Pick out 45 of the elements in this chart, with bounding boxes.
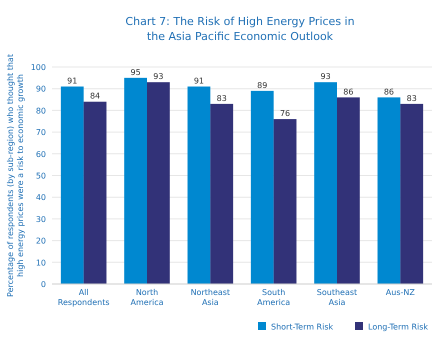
y-tick-label: 60 bbox=[36, 150, 46, 159]
data-label: 83 bbox=[216, 94, 227, 103]
bar bbox=[314, 82, 337, 284]
x-tick-label: Southeast Asia bbox=[316, 288, 358, 307]
x-tick-label: Aus-NZ bbox=[386, 288, 416, 297]
bar bbox=[60, 86, 84, 284]
y-tick-label: 0 bbox=[40, 280, 46, 289]
bar bbox=[274, 119, 296, 284]
y-tick-label: 10 bbox=[36, 258, 46, 268]
data-label: 89 bbox=[257, 80, 268, 90]
legend-label: Long-Term Risk bbox=[368, 322, 428, 332]
bar bbox=[400, 104, 424, 284]
x-tick-label: North America bbox=[130, 288, 164, 307]
data-label: 86 bbox=[384, 87, 394, 96]
data-label: 91 bbox=[194, 76, 204, 86]
y-axis-title: Percentage of respondents (by sub-region) who thought that high energy prices were a risk to economic growth bbox=[6, 54, 25, 297]
bar bbox=[378, 97, 400, 284]
x-tick-label: Northeast Asia bbox=[190, 288, 230, 307]
y-tick-label: 30 bbox=[36, 214, 46, 224]
data-label: 91 bbox=[67, 76, 78, 86]
y-tick-label: 40 bbox=[36, 193, 46, 202]
data-label: 95 bbox=[130, 68, 141, 77]
bar bbox=[147, 82, 170, 284]
data-label: 93 bbox=[320, 72, 331, 82]
data-label: 76 bbox=[280, 109, 290, 118]
data-label: 83 bbox=[406, 94, 417, 103]
x-tick-label: All Respondents bbox=[58, 288, 110, 307]
chart-title: Chart 7: The Risk of High Energy Prices in the Asia Pacific Economic Outlook bbox=[125, 15, 355, 43]
bar bbox=[124, 78, 147, 284]
y-tick-label: 70 bbox=[36, 128, 46, 138]
data-label: 93 bbox=[153, 72, 164, 82]
y-tick-label: 90 bbox=[36, 84, 46, 94]
bar bbox=[337, 97, 360, 284]
bar bbox=[84, 102, 106, 284]
y-tick-label: 20 bbox=[36, 236, 46, 246]
y-tick-label: 50 bbox=[36, 172, 46, 180]
y-tick-label: 80 bbox=[36, 106, 46, 116]
bar bbox=[210, 104, 234, 284]
bar bbox=[250, 90, 274, 284]
x-tick-label: South America bbox=[257, 288, 290, 307]
data-label: 86 bbox=[343, 87, 354, 96]
legend-label: Short-Term Risk bbox=[271, 322, 334, 332]
data-label: 84 bbox=[90, 92, 100, 101]
y-tick-label: 100 bbox=[30, 63, 46, 72]
bar bbox=[188, 86, 210, 284]
